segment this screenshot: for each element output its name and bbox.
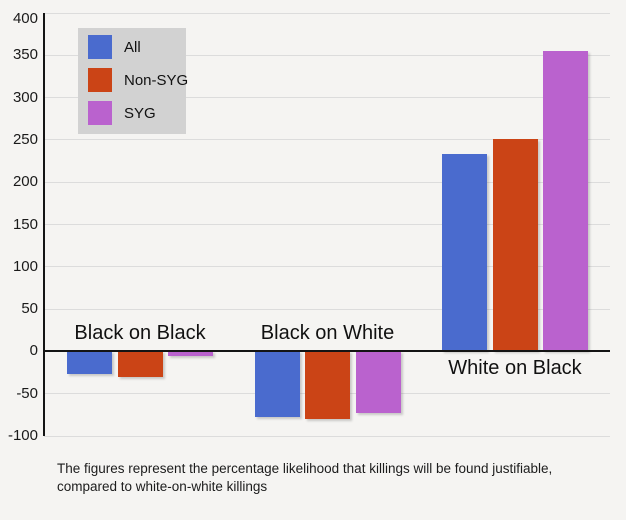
group-label-black-on-black: Black on Black — [74, 322, 206, 345]
legend-label-non-syg: Non-SYG — [124, 71, 189, 89]
gridline — [44, 12, 610, 14]
legend-swatch-syg — [88, 101, 112, 125]
legend-swatch-all — [88, 35, 112, 59]
gridline — [44, 97, 610, 99]
gridline — [44, 435, 610, 437]
legend-item-syg: SYG — [88, 101, 186, 125]
y-tick-label: 250 — [12, 130, 38, 148]
y-tick-label: 150 — [12, 215, 38, 233]
group-label-black-on-white: Black on White — [260, 322, 395, 345]
group-label-white-on-black: White on Black — [448, 357, 582, 380]
chart-footnote: The figures represent the percentage lik… — [57, 461, 553, 494]
gridline — [44, 181, 610, 183]
bar-non-syg-white-on-black — [492, 139, 538, 352]
y-axis-line — [43, 13, 45, 436]
bar-all-black-on-black — [67, 351, 112, 375]
bar-non-syg-black-on-white — [305, 351, 350, 420]
legend: All Non-SYG SYG — [78, 28, 189, 134]
bar-all-black-on-white — [254, 351, 300, 418]
y-tick-label: 400 — [12, 10, 38, 27]
bar-non-syg-black-on-black — [117, 351, 163, 377]
zero-axis-line — [43, 350, 610, 353]
gridline — [44, 139, 610, 141]
y-tick-label: 200 — [12, 173, 38, 191]
gridline — [44, 54, 610, 56]
legend-swatch-non-syg — [88, 68, 112, 92]
y-tick-label: 300 — [12, 88, 38, 106]
y-tick-label: 350 — [12, 46, 38, 64]
y-tick-label: 50 — [21, 300, 38, 318]
y-tick-label: -50 — [16, 384, 38, 402]
gridline — [44, 266, 610, 268]
gridline — [44, 308, 610, 310]
bar-all-white-on-black — [442, 154, 487, 352]
y-tick-label: 100 — [12, 257, 38, 275]
gridline — [44, 224, 610, 225]
legend-item-non-syg: Non-SYG — [88, 68, 189, 92]
bar-syg-white-on-black — [543, 51, 588, 352]
legend-label-syg: SYG — [124, 104, 156, 122]
legend-label-all: All — [124, 38, 141, 56]
bar-syg-black-on-black — [168, 351, 213, 357]
y-tick-label: 0 — [29, 342, 38, 360]
legend-item-all: All — [88, 35, 186, 59]
bar-syg-black-on-white — [355, 351, 401, 414]
y-tick-label: -100 — [7, 427, 38, 444]
